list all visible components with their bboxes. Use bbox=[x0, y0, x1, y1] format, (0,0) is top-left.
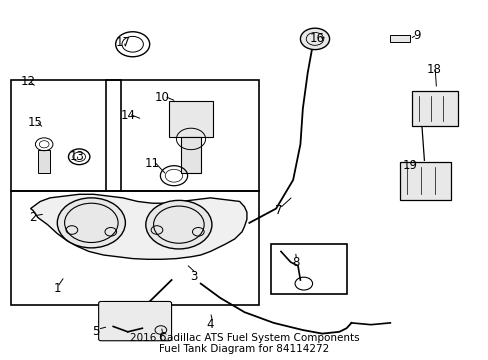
Bar bbox=[181, 137, 201, 173]
Bar bbox=[271, 244, 346, 294]
Text: 14: 14 bbox=[120, 109, 135, 122]
Bar bbox=[11, 80, 120, 191]
Text: 2016 Cadillac ATS Fuel System Components
Fuel Tank Diagram for 84114272: 2016 Cadillac ATS Fuel System Components… bbox=[129, 333, 359, 354]
FancyBboxPatch shape bbox=[99, 301, 171, 341]
Bar bbox=[106, 80, 259, 191]
Bar bbox=[11, 191, 259, 305]
Text: 9: 9 bbox=[412, 29, 420, 42]
Text: 12: 12 bbox=[20, 75, 36, 88]
Text: 19: 19 bbox=[402, 159, 416, 172]
Bar bbox=[399, 162, 450, 200]
Bar bbox=[169, 102, 212, 137]
Circle shape bbox=[145, 201, 211, 249]
Text: 1: 1 bbox=[54, 283, 61, 296]
Text: 15: 15 bbox=[28, 116, 43, 129]
Text: 5: 5 bbox=[92, 325, 100, 338]
Text: 7: 7 bbox=[274, 204, 282, 217]
Text: 2: 2 bbox=[29, 211, 37, 224]
Text: 4: 4 bbox=[206, 318, 214, 331]
Text: 18: 18 bbox=[426, 63, 441, 76]
PathPatch shape bbox=[30, 194, 246, 259]
Text: 13: 13 bbox=[69, 150, 84, 163]
Text: 6: 6 bbox=[158, 331, 165, 344]
Text: 3: 3 bbox=[189, 270, 197, 283]
Circle shape bbox=[300, 28, 329, 50]
Text: 17: 17 bbox=[115, 36, 130, 49]
Text: 10: 10 bbox=[154, 91, 169, 104]
Text: 8: 8 bbox=[291, 256, 299, 269]
Text: 16: 16 bbox=[309, 32, 324, 45]
Bar bbox=[389, 35, 409, 42]
Bar bbox=[38, 150, 50, 173]
Text: 11: 11 bbox=[144, 157, 159, 170]
Circle shape bbox=[57, 198, 125, 248]
Bar bbox=[411, 91, 458, 126]
